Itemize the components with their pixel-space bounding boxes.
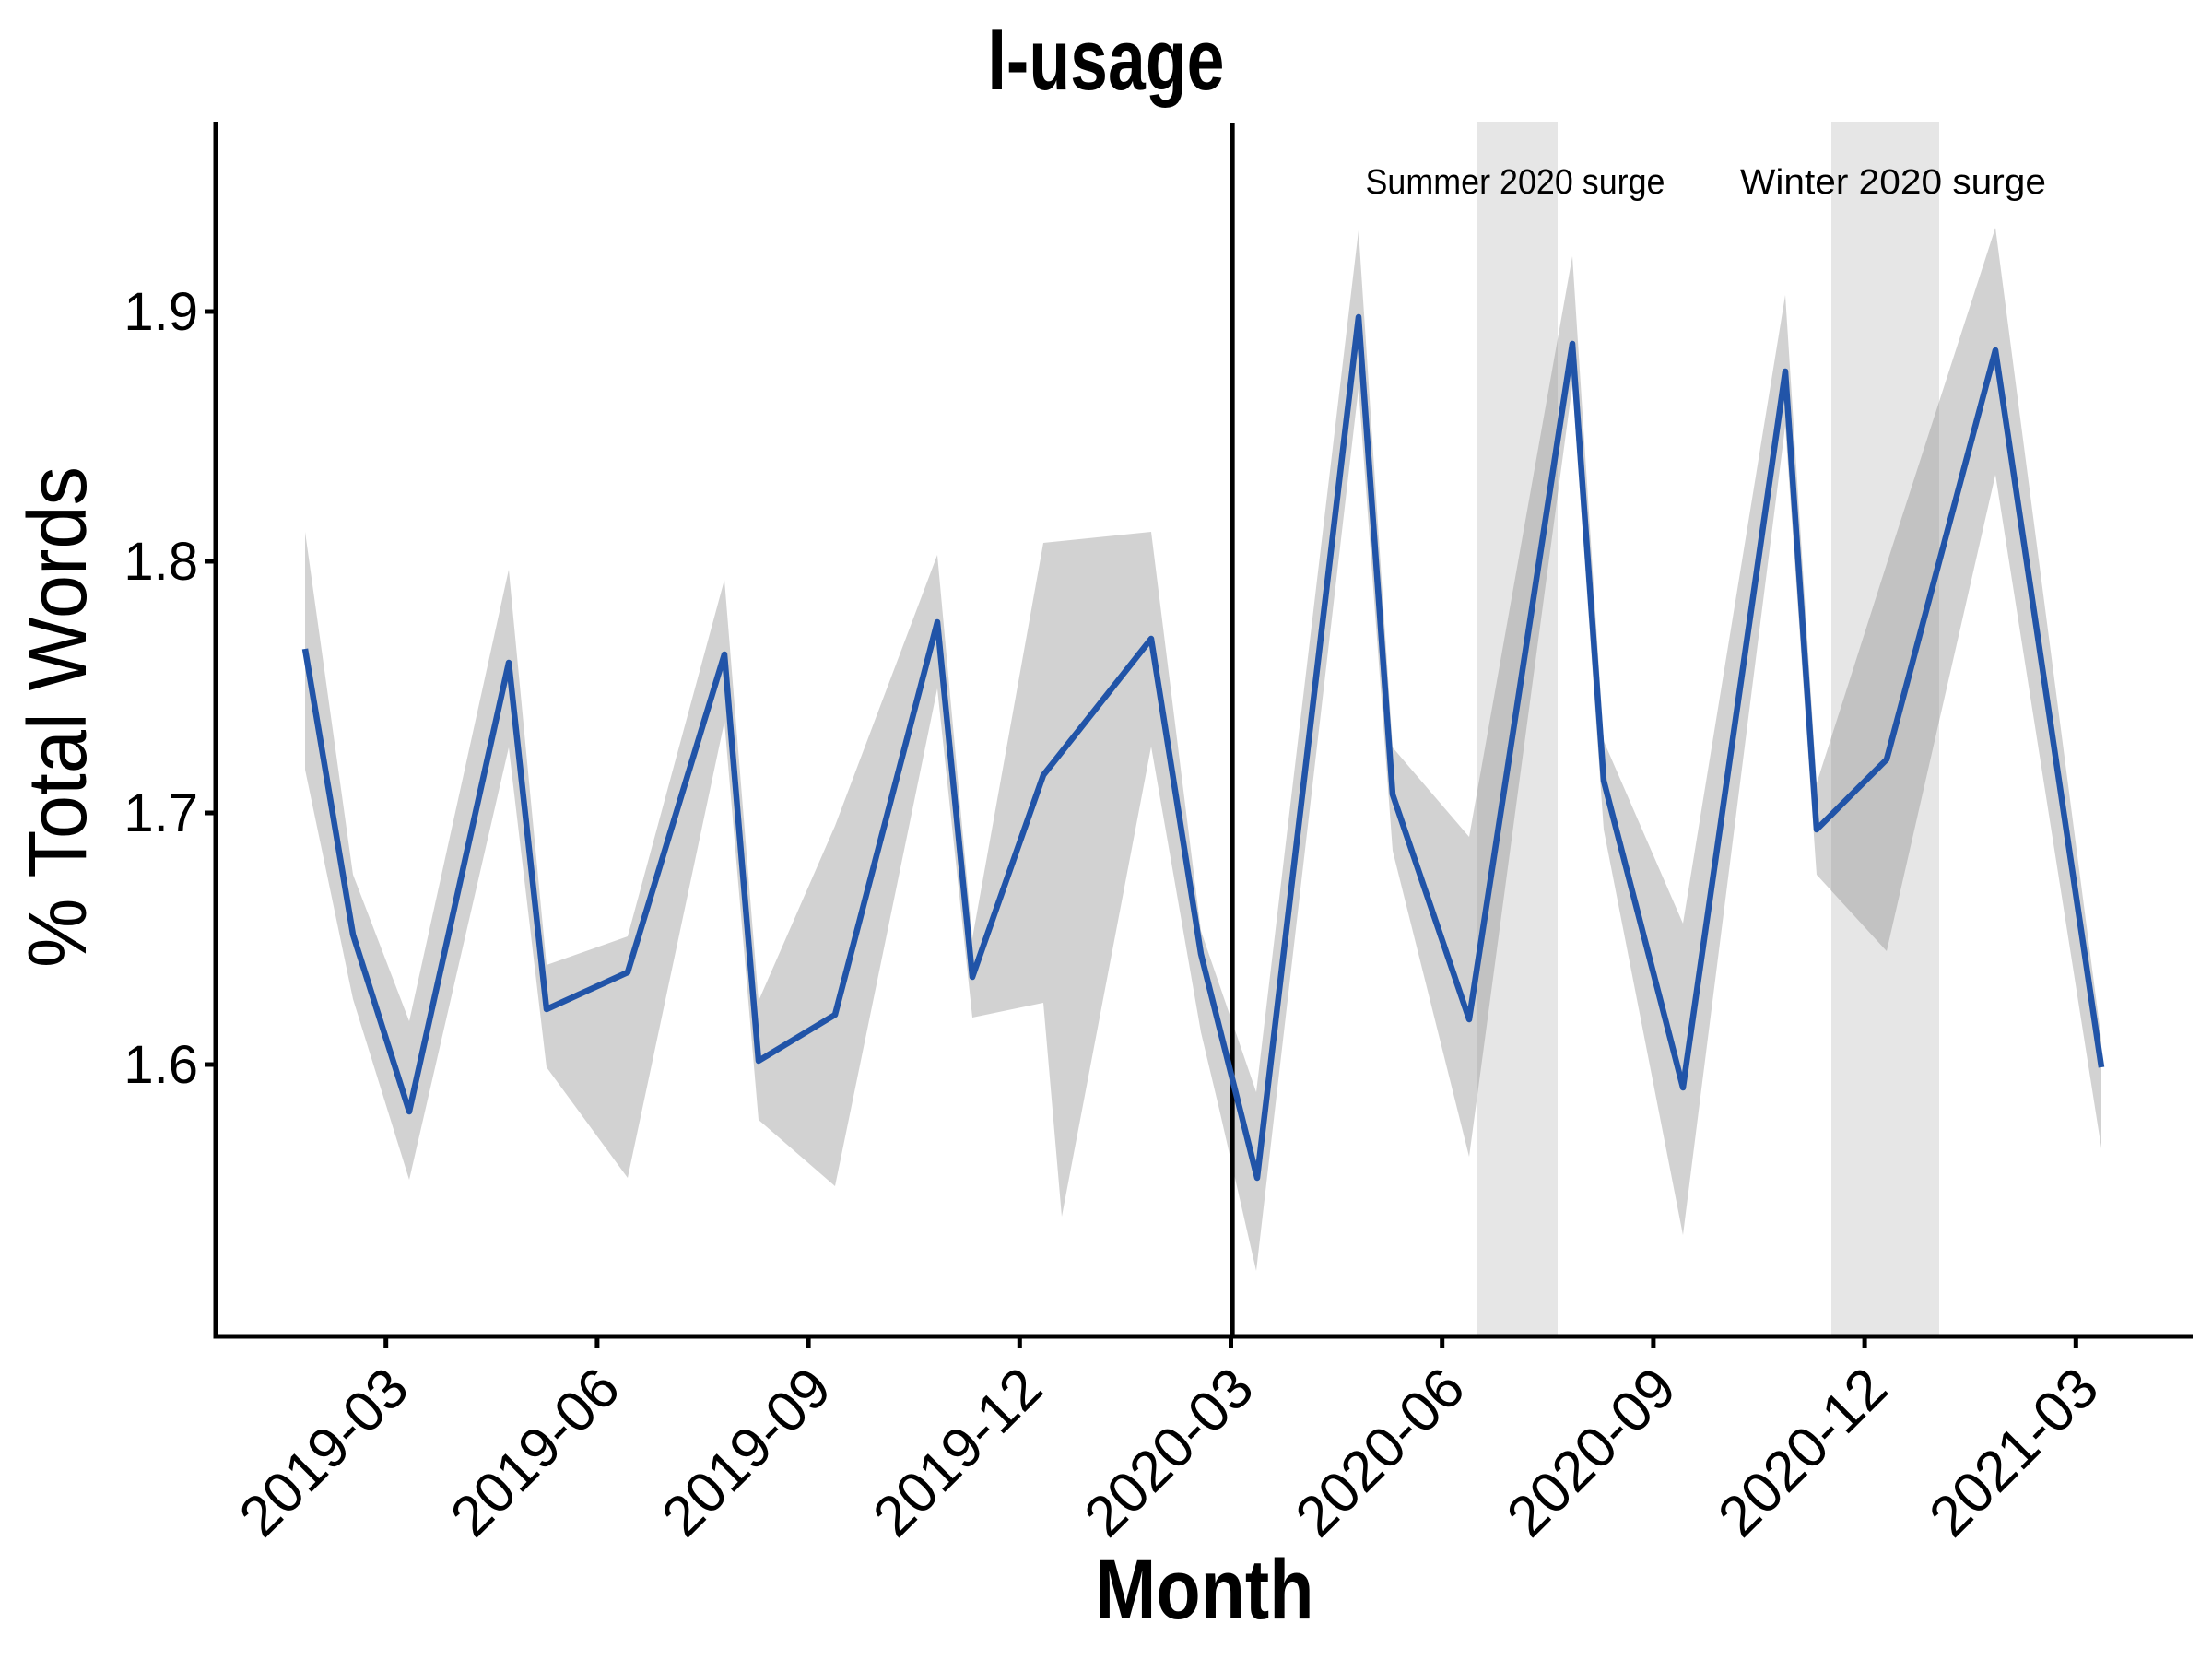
svg-text:Month: Month: [1096, 1543, 1314, 1637]
svg-text:1.7: 1.7: [124, 783, 198, 843]
svg-text:1.9: 1.9: [124, 282, 198, 342]
svg-text:% Total Words: % Total Words: [12, 466, 104, 968]
svg-text:1.6: 1.6: [124, 1035, 198, 1095]
svg-text:I-usage: I-usage: [988, 11, 1225, 108]
svg-text:Summer 2020 surge: Summer 2020 surge: [1366, 163, 1665, 202]
svg-text:Winter 2020 surge: Winter 2020 surge: [1740, 163, 2046, 202]
svg-text:1.8: 1.8: [124, 532, 198, 592]
